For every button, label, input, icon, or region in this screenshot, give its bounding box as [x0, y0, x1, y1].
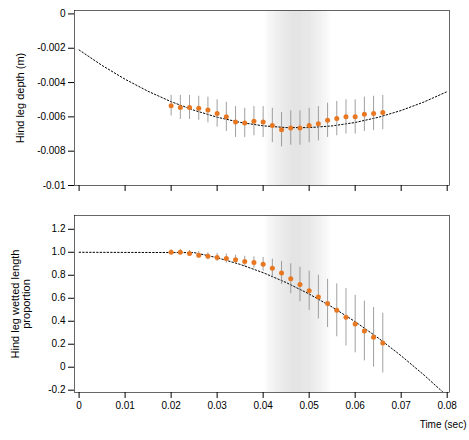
svg-text:0.8: 0.8 — [52, 269, 66, 280]
svg-text:Hind leg wetted lengthproporti: Hind leg wetted lengthproportion — [9, 250, 32, 359]
svg-text:0.03: 0.03 — [207, 400, 227, 411]
svg-text:0.08: 0.08 — [437, 400, 457, 411]
svg-text:0.2: 0.2 — [52, 338, 66, 349]
svg-text:1.0: 1.0 — [52, 246, 66, 257]
svg-text:-0.01: -0.01 — [43, 180, 66, 191]
svg-text:-0.006: -0.006 — [37, 111, 66, 122]
svg-text:0: 0 — [76, 400, 82, 411]
svg-text:0: 0 — [60, 8, 66, 19]
svg-text:0.01: 0.01 — [115, 400, 135, 411]
svg-text:0.02: 0.02 — [161, 400, 181, 411]
svg-text:-0.004: -0.004 — [37, 77, 66, 88]
svg-text:Time (sec): Time (sec) — [420, 419, 467, 430]
svg-text:0.06: 0.06 — [345, 400, 365, 411]
svg-text:0.4: 0.4 — [52, 315, 66, 326]
svg-text:-0.2: -0.2 — [48, 384, 66, 395]
svg-text:Hind leg depth (m): Hind leg depth (m) — [14, 53, 26, 144]
svg-text:0.05: 0.05 — [299, 400, 319, 411]
svg-text:-0.008: -0.008 — [37, 145, 66, 156]
svg-text:0: 0 — [60, 361, 66, 372]
svg-text:0.04: 0.04 — [253, 400, 273, 411]
svg-text:-0.002: -0.002 — [37, 42, 66, 53]
svg-text:0.6: 0.6 — [52, 292, 66, 303]
svg-text:1.2: 1.2 — [52, 223, 66, 234]
svg-text:0.07: 0.07 — [391, 400, 411, 411]
